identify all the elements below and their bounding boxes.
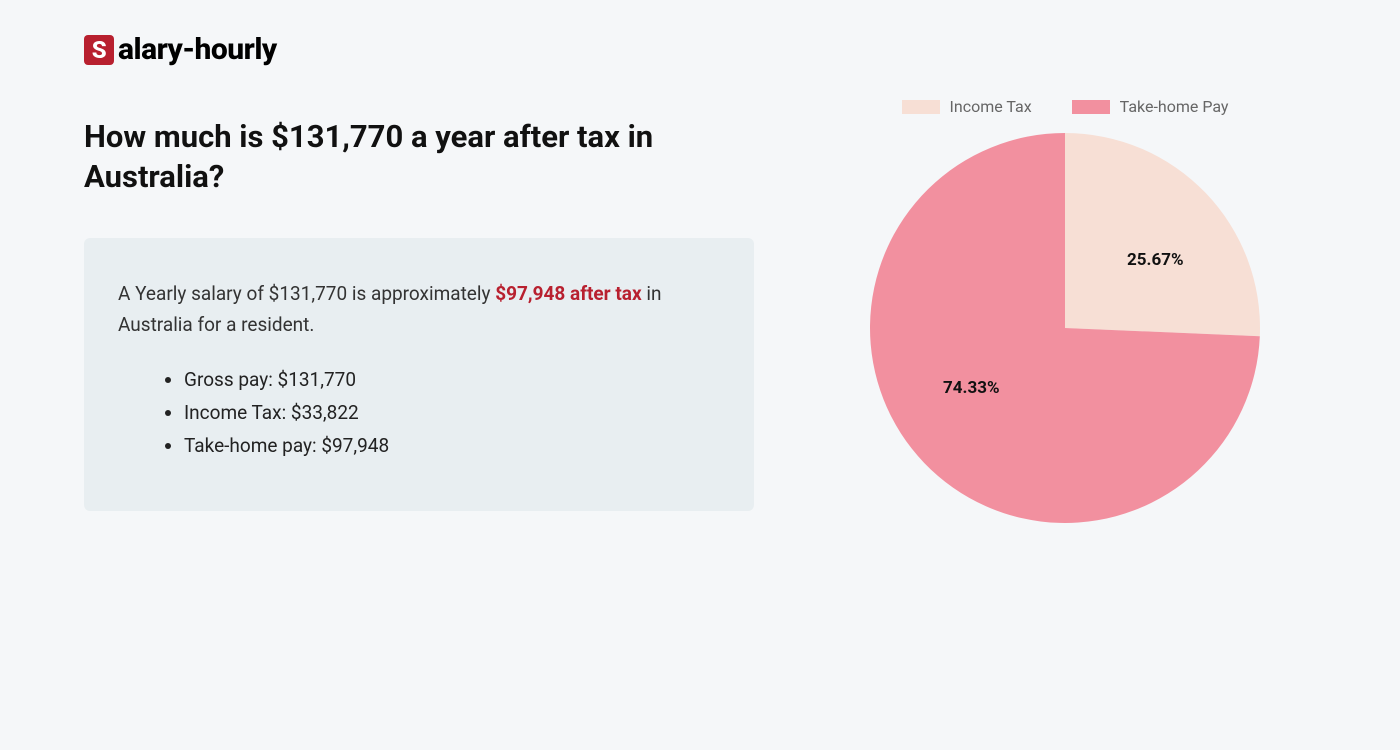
pie-label-income-tax: 25.67% <box>1127 250 1184 270</box>
summary-box: A Yearly salary of $131,770 is approxima… <box>84 238 754 512</box>
chart-legend: Income Tax Take-home Pay <box>814 97 1316 116</box>
legend-swatch-take-home <box>1072 100 1110 114</box>
summary-pre: A Yearly salary of $131,770 is approxima… <box>118 282 495 305</box>
legend-item-take-home: Take-home Pay <box>1072 97 1229 116</box>
pie-svg <box>865 128 1265 528</box>
legend-label-income-tax: Income Tax <box>950 97 1032 116</box>
pie-label-take-home: 74.33% <box>943 378 1000 398</box>
legend-item-income-tax: Income Tax <box>902 97 1032 116</box>
bullet-gross-pay: Gross pay: $131,770 <box>184 368 720 391</box>
page-title: How much is $131,770 a year after tax in… <box>84 117 754 198</box>
bullet-income-tax: Income Tax: $33,822 <box>184 401 720 424</box>
logo-badge: S <box>84 35 114 65</box>
page-root: Salary-hourly How much is $131,770 a yea… <box>0 0 1400 560</box>
content-row: How much is $131,770 a year after tax in… <box>84 117 1316 528</box>
legend-label-take-home: Take-home Pay <box>1120 97 1229 116</box>
site-logo: Salary-hourly <box>84 32 1316 67</box>
legend-swatch-income-tax <box>902 100 940 114</box>
right-column: Income Tax Take-home Pay 25.67% 74.33% <box>814 117 1316 528</box>
left-column: How much is $131,770 a year after tax in… <box>84 117 754 528</box>
summary-bullets: Gross pay: $131,770 Income Tax: $33,822 … <box>118 368 720 457</box>
pie-chart: 25.67% 74.33% <box>865 128 1265 528</box>
bullet-take-home: Take-home pay: $97,948 <box>184 434 720 457</box>
logo-text: alary-hourly <box>118 32 277 67</box>
summary-text: A Yearly salary of $131,770 is approxima… <box>118 278 720 341</box>
summary-highlight: $97,948 after tax <box>495 282 641 305</box>
